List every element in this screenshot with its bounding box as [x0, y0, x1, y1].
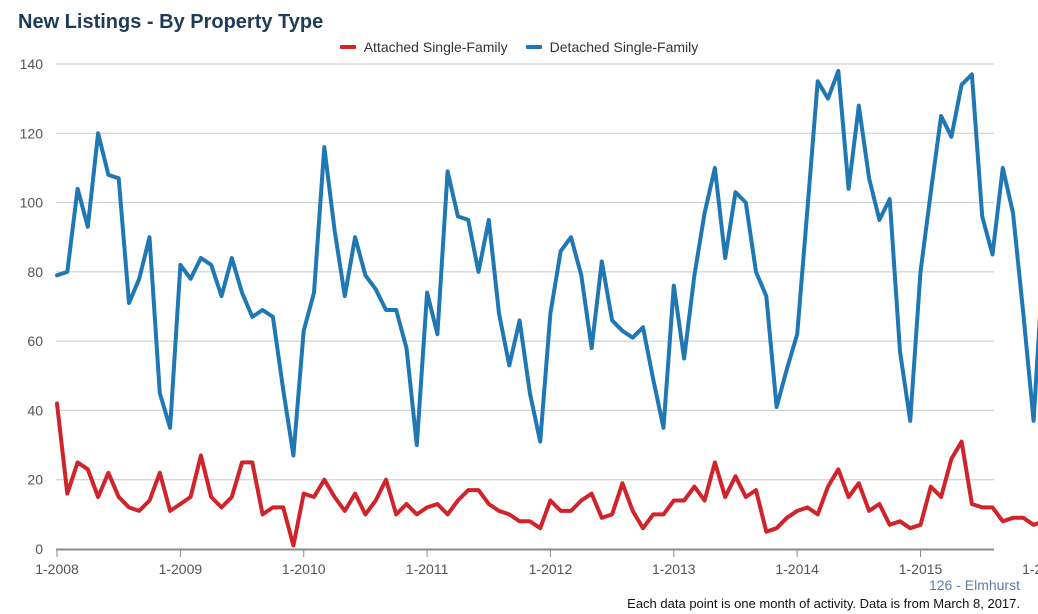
legend-swatch-attached: [339, 45, 356, 49]
footnote: Each data point is one month of activity…: [627, 596, 1020, 611]
chart-legend: Attached Single-Family Detached Single-F…: [0, 39, 1038, 55]
y-tick-label: 60: [27, 333, 43, 349]
x-tick-label: 1-2009: [159, 561, 203, 577]
y-tick-label: 120: [20, 125, 44, 141]
legend-item-attached[interactable]: Attached Single-Family: [339, 39, 508, 55]
y-tick-label: 100: [20, 195, 44, 211]
legend-label-detached: Detached Single-Family: [549, 39, 699, 55]
series-line-attached[interactable]: [55, 401, 1038, 548]
y-tick-label: 80: [27, 264, 43, 280]
series-line-detached[interactable]: [55, 68, 1038, 458]
x-tick-label: 1-2010: [282, 561, 326, 577]
legend-label-attached: Attached Single-Family: [363, 39, 508, 55]
y-tick-label: 20: [27, 472, 43, 488]
x-axis: 1-2008 1-2009 1-2010 1-2011 1-2012 1-2013 1-20…: [35, 548, 1038, 577]
x-tick-label: 1-2015: [899, 561, 943, 577]
gridlines: [56, 63, 994, 481]
x-tick-label: 1-2008: [35, 561, 79, 577]
x-tick-label: 1-2012: [529, 561, 573, 577]
y-axis-ticks: 0 20 40 60 80 100 120 140: [20, 56, 44, 557]
y-tick-label: 0: [35, 541, 43, 557]
chart-title: New Listings - By Property Type: [18, 11, 324, 33]
region-label: 126 - Elmhurst: [928, 577, 1020, 593]
legend-item-detached[interactable]: Detached Single-Family: [525, 39, 699, 55]
x-tick-label: 1-2013: [652, 561, 696, 577]
x-tick-label: 1-2016: [1022, 561, 1038, 577]
series-lines: [55, 68, 1038, 548]
y-tick-label: 40: [27, 402, 43, 418]
legend-swatch-detached: [525, 45, 542, 49]
x-tick-label: 1-2014: [775, 561, 819, 577]
x-tick-label: 1-2011: [406, 561, 449, 577]
y-tick-label: 140: [20, 56, 44, 72]
